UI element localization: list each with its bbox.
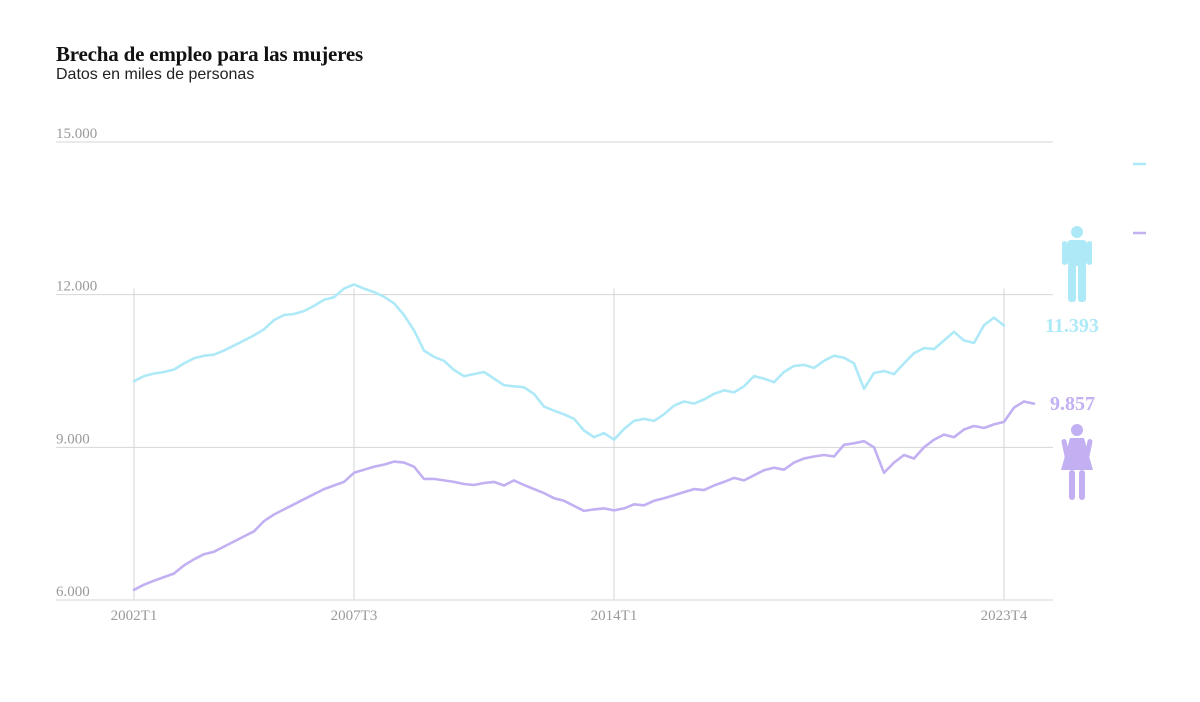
x-tick-label: 2007T3 <box>331 608 378 624</box>
man-icon <box>1062 226 1092 302</box>
chart-title: Brecha de empleo para las mujeres <box>56 42 363 66</box>
y-tick-label: 12.000 <box>56 279 97 295</box>
women-end-label: 9.857 <box>1050 393 1095 415</box>
y-tick-label: 9.000 <box>56 431 90 447</box>
chart-subtitle: Datos en miles de personas <box>56 66 255 83</box>
men-end-label: 11.393 <box>1045 315 1099 337</box>
series-line <box>132 283 1006 442</box>
woman-icon <box>1061 424 1093 500</box>
x-tick-label: 2023T4 <box>981 608 1028 624</box>
y-tick-label: 6.000 <box>56 584 90 600</box>
y-tick-label: 15.000 <box>56 126 97 142</box>
series-line <box>132 400 1036 592</box>
x-tick-label: 2014T1 <box>591 608 638 624</box>
x-tick-label: 2002T1 <box>111 608 158 624</box>
